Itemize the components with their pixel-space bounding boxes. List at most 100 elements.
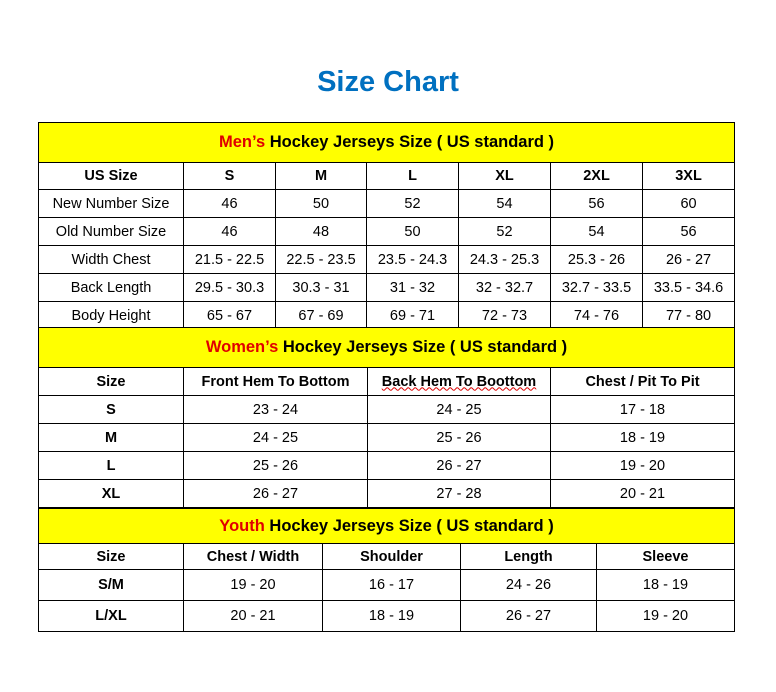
men-table-row: Old Number Size 46 48 50 52 54 56 [38,217,736,246]
table-cell: 67 - 69 [275,301,367,330]
row-label: Body Height [38,301,184,330]
table-cell: 25.3 - 26 [550,245,643,274]
men-table-row: Width Chest 21.5 - 22.5 22.5 - 23.5 23.5 - … [38,245,736,274]
table-cell: 23 - 24 [183,395,368,424]
men-table-row: New Number Size 46 50 52 54 56 60 [38,189,736,218]
row-label: L/XL [38,600,184,632]
table-cell: 25 - 26 [183,451,368,480]
table-cell: 54 [550,217,643,246]
column-header: Back Hem To Boottom [367,367,551,396]
table-cell: 17 - 18 [549,395,736,424]
column-header: Sleeve [595,543,736,570]
table-cell: 19 - 20 [183,569,323,601]
women-table-row: XL 26 - 27 27 - 28 20 - 21 [38,479,736,508]
column-header: Chest / Pit To Pit [549,367,736,396]
youth-heading: Hockey Jerseys Size ( US standard ) [269,516,554,535]
table-cell: 21.5 - 22.5 [183,245,276,274]
column-header: XL [458,162,551,190]
women-table-row: S 23 - 24 24 - 25 17 - 18 [38,395,736,424]
women-section-heading: Women’s Hockey Jerseys Size ( US standar… [37,327,736,368]
table-cell: 20 - 21 [183,600,323,632]
youth-table-row: L/XL 20 - 21 18 - 19 26 - 27 19 - 20 [38,600,736,632]
table-cell: 52 [458,217,551,246]
table-cell: 30.3 - 31 [275,273,367,302]
table-cell: 18 - 19 [595,569,736,601]
table-cell: 20 - 21 [549,479,736,508]
table-cell: 18 - 19 [322,600,461,632]
column-header: 2XL [550,162,643,190]
column-header: Shoulder [322,543,461,570]
table-cell: 46 [183,189,276,218]
table-cell: 56 [550,189,643,218]
table-cell: 19 - 20 [595,600,736,632]
table-cell: 24 - 25 [183,423,368,452]
table-cell: 25 - 26 [367,423,551,452]
table-cell: 65 - 67 [183,301,276,330]
table-cell: 54 [458,189,551,218]
table-cell: 33.5 - 34.6 [641,273,736,302]
column-header: Front Hem To Bottom [183,367,368,396]
men-header-row: US Size S M L XL 2XL 3XL [38,162,736,190]
column-header: 3XL [641,162,736,190]
table-cell: 18 - 19 [549,423,736,452]
column-header: Length [460,543,597,570]
table-cell: 32.7 - 33.5 [550,273,643,302]
column-header: M [275,162,367,190]
column-header: Size [38,543,184,570]
row-label: Width Chest [38,245,184,274]
row-label: New Number Size [38,189,184,218]
table-cell: 60 [641,189,736,218]
table-cell: 74 - 76 [550,301,643,330]
table-cell: 23.5 - 24.3 [366,245,459,274]
women-table-row: M 24 - 25 25 - 26 18 - 19 [38,423,736,452]
table-cell: 22.5 - 23.5 [275,245,367,274]
table-cell: 24 - 25 [367,395,551,424]
table-cell: 26 - 27 [183,479,368,508]
table-cell: 52 [366,189,459,218]
table-cell: 29.5 - 30.3 [183,273,276,302]
table-cell: 19 - 20 [549,451,736,480]
row-label: XL [38,479,184,508]
table-cell: 27 - 28 [367,479,551,508]
women-size-table: Women’s Hockey Jerseys Size ( US standar… [37,327,736,508]
table-cell: 16 - 17 [322,569,461,601]
men-size-table: Men’s Hockey Jerseys Size ( US standard … [37,122,736,330]
table-cell: 56 [641,217,736,246]
column-header: US Size [38,162,184,190]
men-table-row: Body Height 65 - 67 67 - 69 69 - 71 72 - 73 7… [38,301,736,330]
column-header-text: Back Hem To Boottom [381,373,537,390]
table-cell: 50 [275,189,367,218]
table-cell: 77 - 80 [641,301,736,330]
youth-size-table: Youth Hockey Jerseys Size ( US standard … [37,508,736,632]
men-heading: Hockey Jerseys Size ( US standard ) [269,133,555,151]
youth-header-row: Size Chest / Width Shoulder Length Sleeve [38,543,736,570]
men-table-row: Back Length 29.5 - 30.3 30.3 - 31 31 - 32 32… [38,273,736,302]
table-cell: 26 - 27 [460,600,597,632]
row-label: S/M [38,569,184,601]
table-cell: 69 - 71 [366,301,459,330]
row-label: M [38,423,184,452]
row-label: L [38,451,184,480]
page-title: Size Chart [317,66,459,98]
youth-section-heading: Youth Hockey Jerseys Size ( US standard … [37,508,736,544]
women-table-row: L 25 - 26 26 - 27 19 - 20 [38,451,736,480]
table-cell: 31 - 32 [366,273,459,302]
men-prefix: Men’s [219,133,266,151]
row-label: S [38,395,184,424]
women-prefix: Women’s [205,338,279,356]
youth-table-row: S/M 19 - 20 16 - 17 24 - 26 18 - 19 [38,569,736,601]
table-cell: 26 - 27 [641,245,736,274]
youth-prefix: Youth [219,516,265,535]
column-header: S [183,162,276,190]
table-cell: 50 [366,217,459,246]
column-header: Chest / Width [183,543,323,570]
women-header-row: Size Front Hem To Bottom Back Hem To Boott… [38,367,736,396]
table-cell: 46 [183,217,276,246]
row-label: Back Length [38,273,184,302]
column-header: Size [38,367,184,396]
men-section-heading: Men’s Hockey Jerseys Size ( US standard … [37,122,736,163]
women-heading: Hockey Jerseys Size ( US standard ) [282,338,568,356]
row-label: Old Number Size [38,217,184,246]
table-cell: 24 - 26 [460,569,597,601]
table-cell: 26 - 27 [367,451,551,480]
